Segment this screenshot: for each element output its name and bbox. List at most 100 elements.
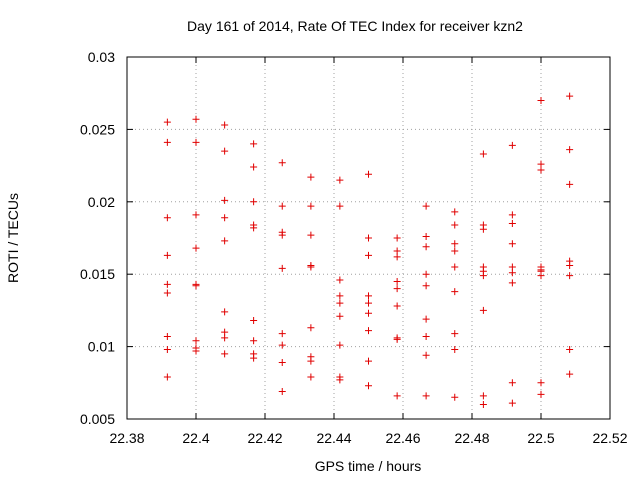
- data-point: [278, 231, 286, 239]
- data-point: [307, 202, 315, 210]
- data-point: [163, 332, 171, 340]
- data-point: [422, 282, 430, 290]
- data-point: [192, 244, 200, 252]
- data-point: [221, 121, 229, 129]
- grid: [127, 57, 610, 419]
- data-point: [566, 180, 574, 188]
- data-point: [336, 341, 344, 349]
- data-point: [393, 277, 401, 285]
- data-point: [365, 357, 372, 365]
- y-tick-label: 0.03: [88, 49, 115, 65]
- data-point: [451, 221, 459, 229]
- data-point: [422, 392, 430, 400]
- data-point: [508, 399, 516, 407]
- data-point: [278, 359, 286, 367]
- data-point: [163, 280, 171, 288]
- data-point: [192, 115, 200, 123]
- x-tick-labels: 22.38 22.4 22.42 22.44 22.46 22.48 22.5 22.52: [109, 430, 627, 446]
- data-point: [393, 285, 401, 293]
- x-tick-label: 22.42: [247, 430, 282, 446]
- data-point: [508, 269, 516, 277]
- data-point: [508, 211, 516, 219]
- data-point: [365, 382, 372, 390]
- data-point: [163, 345, 171, 353]
- data-point: [479, 392, 487, 400]
- y-tick-label: 0.01: [88, 339, 115, 355]
- data-point: [250, 317, 258, 325]
- data-point: [422, 243, 430, 251]
- x-axis-label: GPS time / hours: [315, 458, 422, 474]
- data-point: [163, 138, 171, 146]
- data-point: [422, 233, 430, 241]
- data-point: [163, 373, 171, 381]
- data-point: [479, 225, 487, 233]
- data-point: [393, 392, 401, 400]
- data-point: [451, 330, 459, 338]
- data-point: [508, 220, 516, 228]
- x-tick-label: 22.48: [454, 430, 489, 446]
- data-point: [422, 270, 430, 278]
- y-axis-label: ROTI / TECUs: [5, 193, 21, 283]
- data-points: [163, 92, 574, 409]
- x-tick-label: 22.5: [527, 430, 554, 446]
- data-point: [508, 279, 516, 287]
- data-point: [508, 379, 516, 387]
- data-point: [451, 240, 459, 248]
- data-point: [508, 141, 516, 149]
- data-point: [479, 272, 487, 280]
- data-point: [250, 163, 258, 171]
- data-point: [451, 263, 459, 271]
- data-point: [566, 262, 574, 270]
- y-tick-label: 0.02: [88, 194, 115, 210]
- data-point: [221, 308, 229, 316]
- data-point: [221, 196, 229, 204]
- data-point: [393, 253, 401, 261]
- plot-area-frame: [126, 56, 611, 420]
- data-point: [221, 237, 229, 245]
- data-point: [221, 214, 229, 222]
- data-point: [393, 335, 401, 343]
- data-point: [250, 354, 258, 362]
- y-tick-label: 0.005: [80, 411, 115, 427]
- data-point: [307, 373, 315, 381]
- data-point: [163, 251, 171, 259]
- data-point: [365, 234, 372, 242]
- y-tick-label: 0.015: [80, 266, 115, 282]
- data-point: [278, 330, 286, 338]
- data-point: [537, 390, 545, 398]
- data-point: [336, 292, 344, 300]
- data-point: [365, 251, 372, 259]
- data-point: [250, 198, 258, 206]
- data-point: [278, 159, 286, 167]
- data-point: [365, 327, 372, 335]
- data-point: [192, 347, 200, 355]
- data-point: [365, 292, 372, 300]
- data-point: [422, 332, 430, 340]
- data-point: [566, 272, 574, 280]
- data-point: [422, 315, 430, 323]
- data-point: [163, 214, 171, 222]
- chart-title: Day 161 of 2014, Rate Of TEC Index for r…: [187, 18, 523, 34]
- data-point: [537, 379, 545, 387]
- data-point: [163, 118, 171, 126]
- data-point: [250, 337, 258, 345]
- data-point: [278, 341, 286, 349]
- data-point: [336, 276, 344, 284]
- x-tick-label: 22.44: [316, 430, 351, 446]
- data-point: [393, 234, 401, 242]
- data-point: [365, 170, 372, 178]
- data-point: [451, 247, 459, 255]
- data-point: [307, 324, 315, 332]
- data-point: [422, 202, 430, 210]
- data-point: [537, 272, 545, 280]
- data-point: [278, 387, 286, 395]
- data-point: [192, 337, 200, 345]
- data-point: [163, 289, 171, 297]
- data-point: [451, 288, 459, 296]
- data-point: [479, 401, 487, 409]
- data-point: [393, 302, 401, 310]
- data-point: [192, 282, 200, 290]
- y-tick-label: 0.025: [80, 121, 115, 137]
- data-point: [566, 146, 574, 154]
